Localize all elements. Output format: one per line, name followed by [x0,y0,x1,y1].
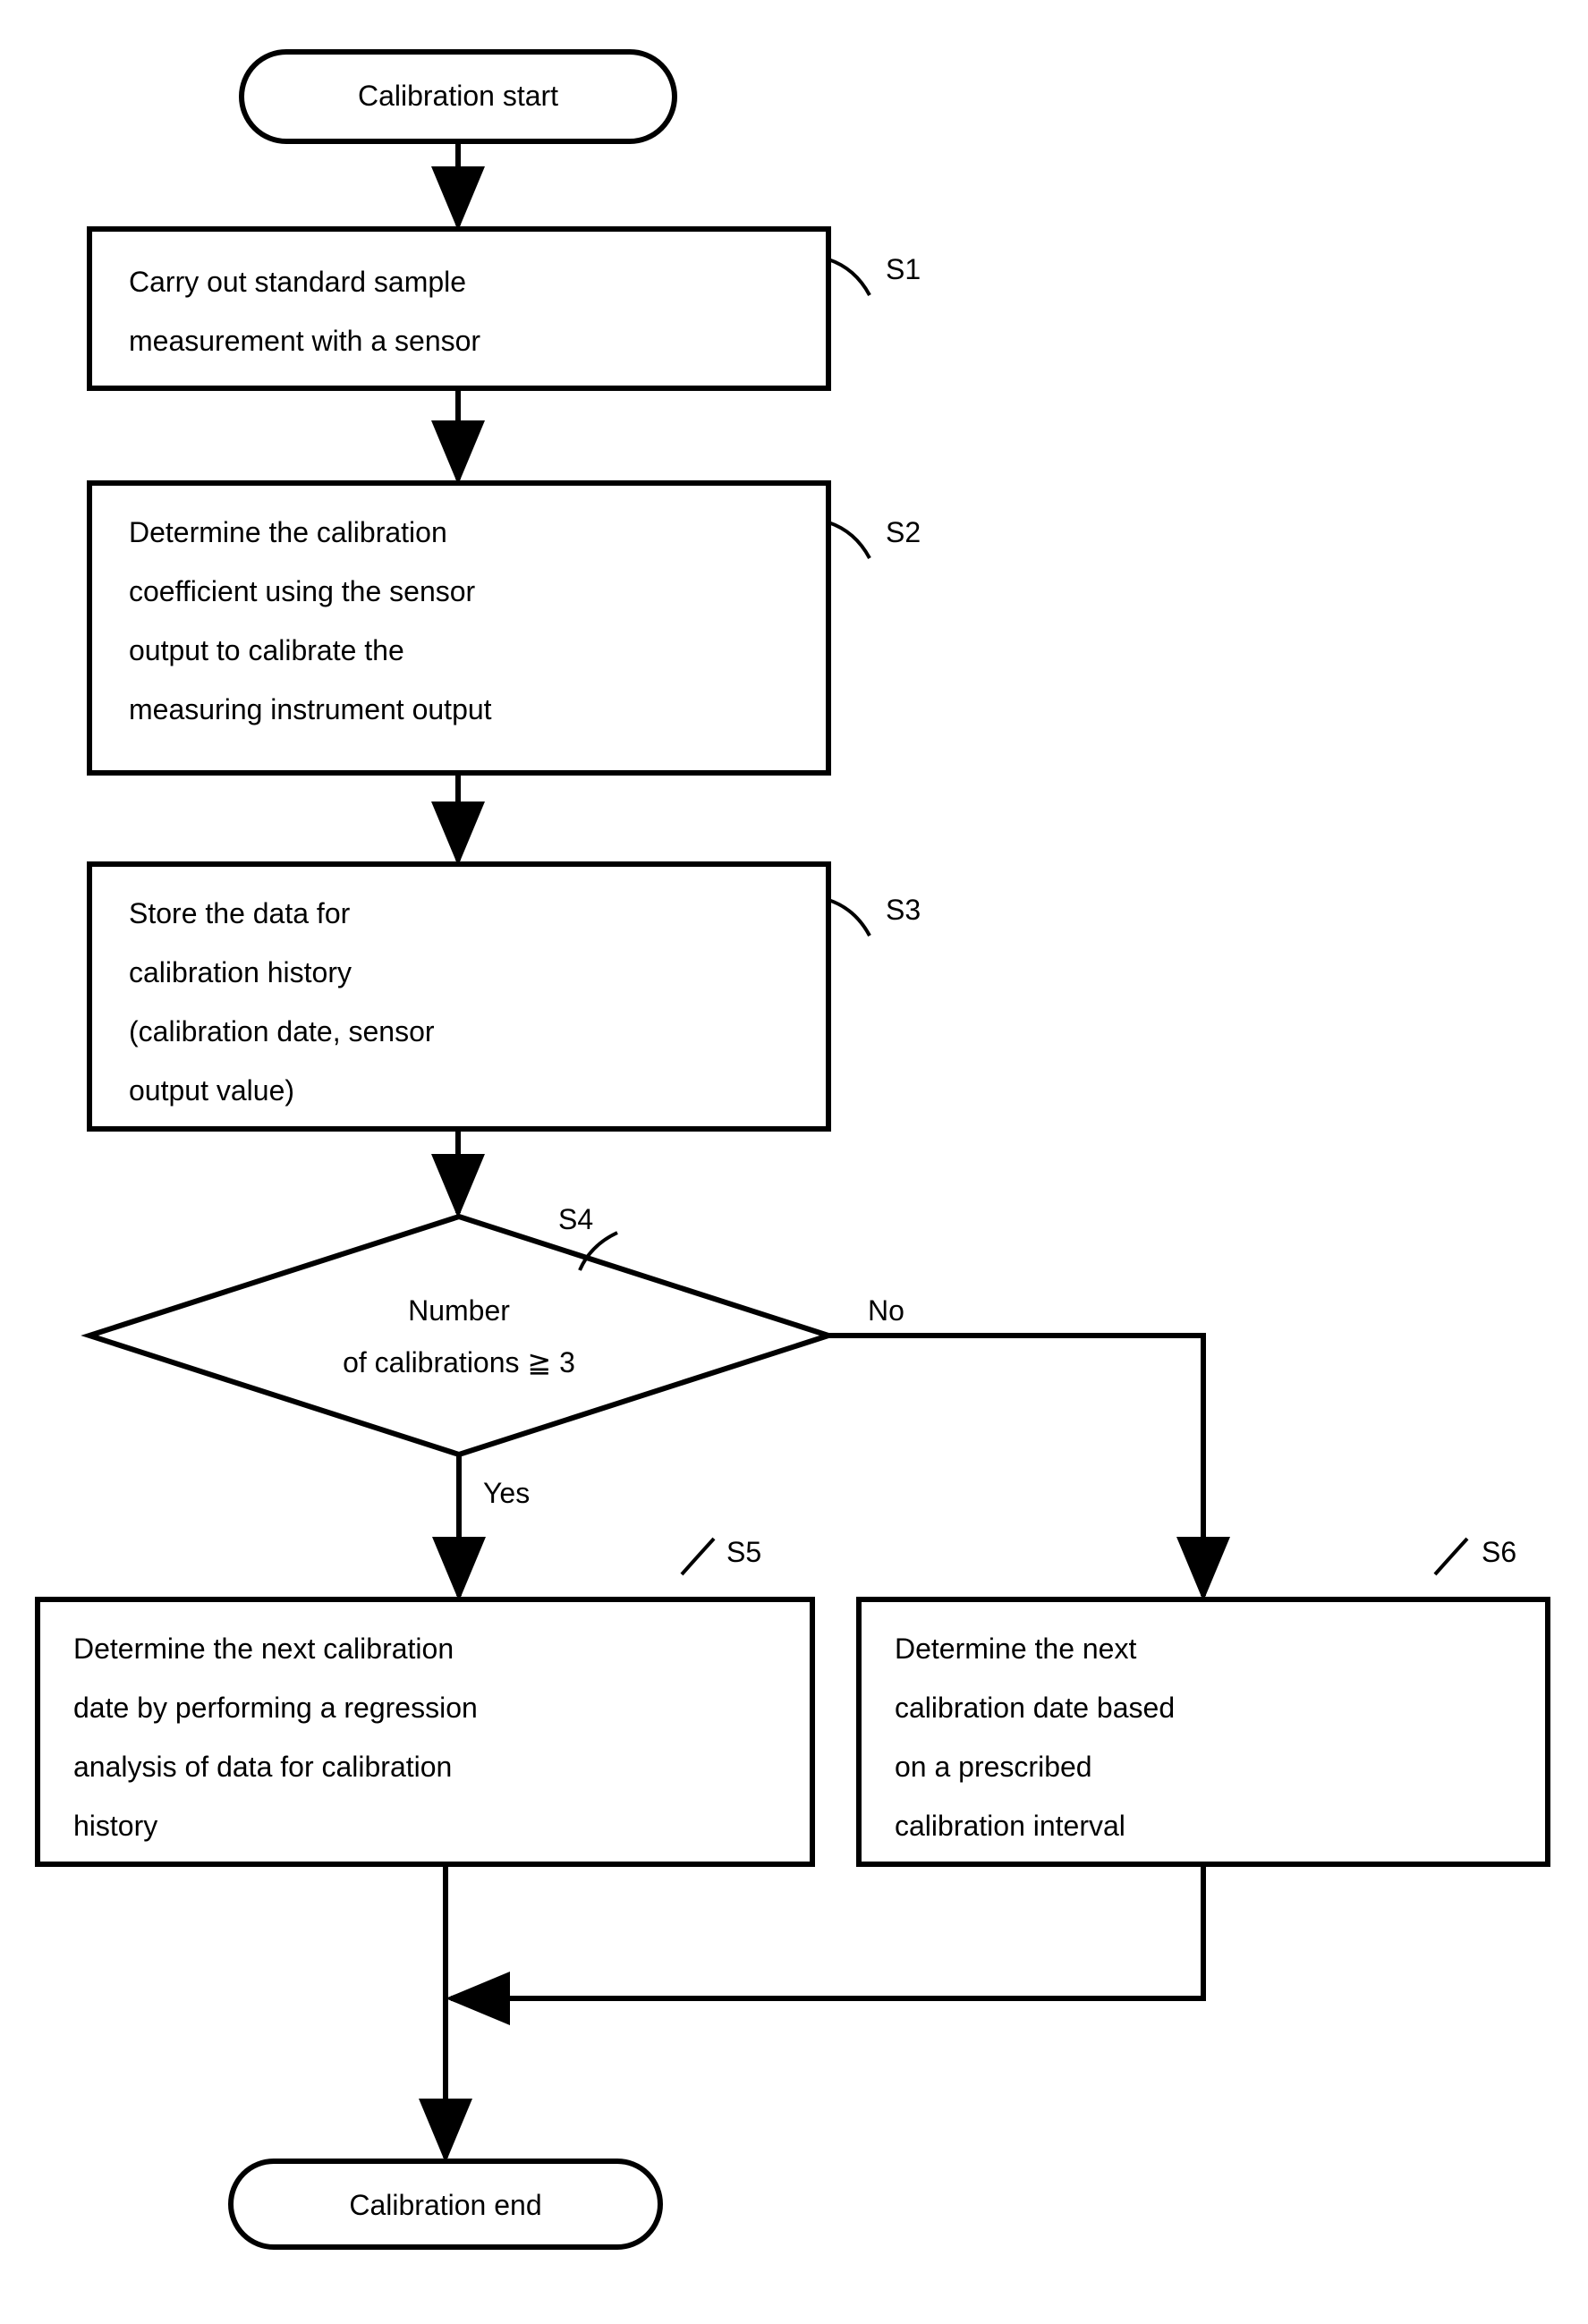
calibration-flowchart: Calibration start Carry out standard sam… [0,0,1588,2324]
s5-label-connector [682,1539,714,1574]
s5-line3: analysis of data for calibration [73,1751,452,1783]
s2-label-connector [828,522,870,558]
s6-line2: calibration date based [895,1692,1175,1724]
s5-line4: history [73,1810,157,1842]
node-s3: Store the data for calibration history (… [89,864,828,1129]
s6-line3: on a prescribed [895,1751,1092,1783]
s2-line3: output to calibrate the [129,634,404,666]
s5-line2: date by performing a regression [73,1692,478,1724]
edge-s6-merge [451,1864,1203,1998]
s2-line1: Determine the calibration [129,516,447,548]
s3-line4: output value) [129,1074,294,1107]
s4-line2: of calibrations ≧ 3 [343,1346,575,1378]
s4-label: S4 [558,1203,593,1235]
s3-line1: Store the data for [129,897,351,929]
flowchart-container: Calibration start Carry out standard sam… [0,0,1588,2324]
s1-label-connector [828,259,870,295]
node-s4: Number of calibrations ≧ 3 [89,1217,828,1455]
s2-line2: coefficient using the sensor [129,575,476,607]
node-s5: Determine the next calibration date by p… [38,1599,812,1864]
edge-no-label: No [868,1294,904,1327]
s3-line2: calibration history [129,956,352,988]
edge-yes-label: Yes [483,1477,530,1509]
s3-label-connector [828,900,870,936]
start-text: Calibration start [358,80,558,112]
s3-label: S3 [886,894,921,926]
s1-label: S1 [886,253,921,285]
node-end: Calibration end [231,2161,660,2247]
s1-line2: measurement with a sensor [129,325,480,357]
end-text: Calibration end [349,2189,541,2221]
s2-label: S2 [886,516,921,548]
s5-label: S5 [726,1536,761,1568]
edge-s4-s6 [828,1336,1203,1596]
s6-label-connector [1435,1539,1467,1574]
s4-line1: Number [408,1294,510,1327]
node-start: Calibration start [242,52,675,141]
node-s1: Carry out standard sample measurement wi… [89,229,828,388]
s1-line1: Carry out standard sample [129,266,466,298]
s3-line3: (calibration date, sensor [129,1015,435,1047]
node-s6: Determine the next calibration date base… [859,1599,1548,1864]
s5-line1: Determine the next calibration [73,1633,454,1665]
s6-label: S6 [1482,1536,1516,1568]
s6-line1: Determine the next [895,1633,1136,1665]
s2-line4: measuring instrument output [129,693,492,725]
s6-line4: calibration interval [895,1810,1125,1842]
node-s2: Determine the calibration coefficient us… [89,483,828,773]
